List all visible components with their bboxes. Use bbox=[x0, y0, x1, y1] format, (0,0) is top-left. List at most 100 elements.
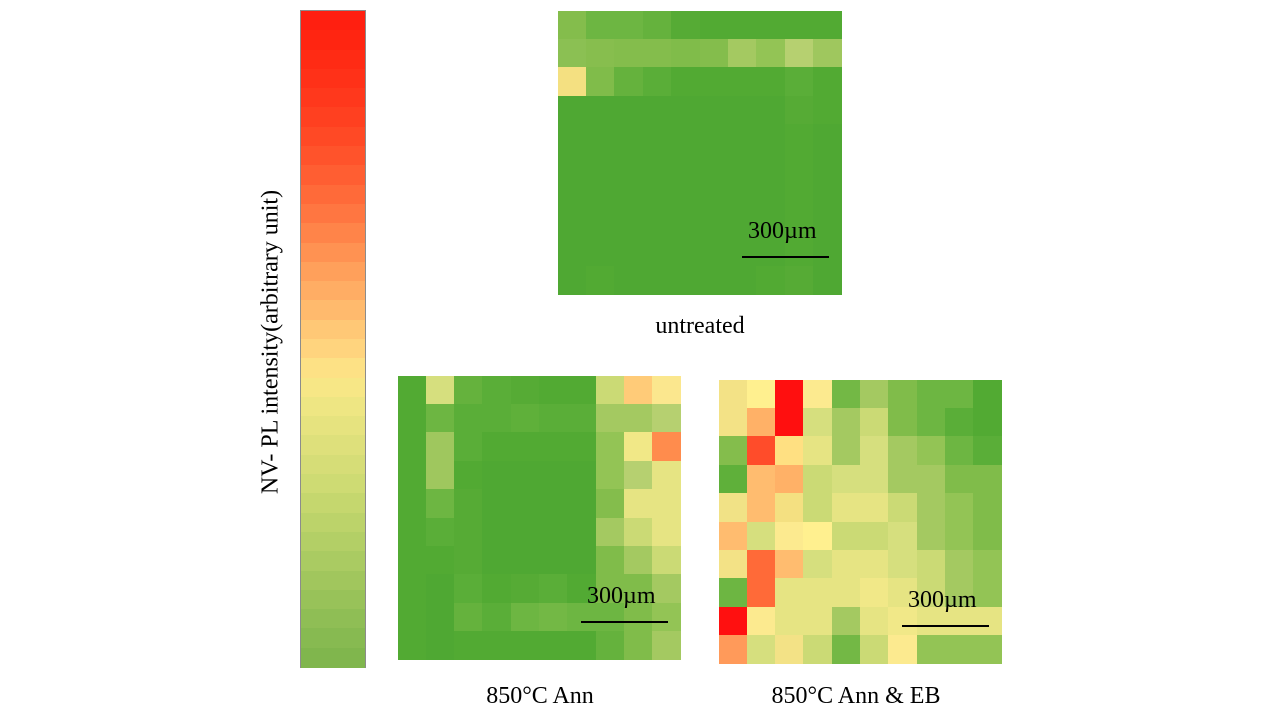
heatmap-cell bbox=[785, 209, 813, 238]
scale-bar-850c-ann-eb: 300µm bbox=[902, 587, 990, 629]
heatmap-cell bbox=[482, 574, 511, 603]
heatmap-cell bbox=[803, 380, 832, 408]
heatmap-cell bbox=[719, 635, 747, 664]
heatmap-cell bbox=[888, 550, 917, 578]
heatmap-cell bbox=[652, 574, 681, 603]
heatmap-cell bbox=[596, 631, 624, 660]
heatmap-cell bbox=[454, 489, 482, 518]
heatmap-cell bbox=[539, 404, 567, 432]
heatmap-cell bbox=[945, 465, 973, 493]
heatmap-cell bbox=[803, 550, 832, 578]
scale-bar-line bbox=[742, 256, 829, 258]
heatmap-cell bbox=[671, 266, 700, 295]
heatmap-cell bbox=[558, 11, 586, 39]
heatmap-cell bbox=[785, 153, 813, 181]
heatmap-cell bbox=[832, 493, 860, 522]
heatmap-cell bbox=[539, 376, 567, 404]
heatmap-cell bbox=[398, 461, 426, 489]
heatmap-cell bbox=[747, 436, 775, 465]
heatmap-cell bbox=[888, 522, 917, 550]
heatmap-cell bbox=[671, 96, 700, 124]
scale-bar-850c-ann: 300µm bbox=[581, 583, 669, 625]
heatmap-cell bbox=[511, 518, 539, 546]
heatmap-cell bbox=[652, 603, 681, 631]
heatmap-cell bbox=[511, 376, 539, 404]
colorbar-segment bbox=[301, 126, 365, 148]
heatmap-cell bbox=[973, 465, 1002, 493]
heatmap-cell bbox=[624, 404, 652, 432]
heatmap-cell bbox=[813, 238, 842, 266]
heatmap-cell bbox=[671, 238, 700, 266]
colorbar-segment bbox=[301, 165, 365, 186]
heatmap-cell bbox=[728, 153, 756, 181]
scale-bar-untreated: 300µm bbox=[742, 218, 830, 260]
colorbar-segment bbox=[301, 107, 365, 129]
heatmap-cell bbox=[700, 124, 728, 153]
heatmap-cell bbox=[539, 518, 567, 546]
heatmap-cell bbox=[803, 635, 832, 664]
colorbar-segment bbox=[301, 223, 365, 244]
heatmap-cell bbox=[860, 578, 888, 607]
heatmap-cell bbox=[567, 518, 596, 546]
heatmap-cell bbox=[558, 39, 586, 67]
colorbar-segment bbox=[301, 358, 365, 379]
heatmap-cell bbox=[860, 493, 888, 522]
heatmap-cell bbox=[567, 631, 596, 660]
heatmap-cell bbox=[813, 39, 842, 67]
heatmap-cell bbox=[558, 96, 586, 124]
heatmap-cell bbox=[775, 380, 803, 408]
heatmap-cell bbox=[756, 266, 785, 295]
heatmap-cell bbox=[775, 578, 803, 607]
heatmap-cell bbox=[482, 603, 511, 631]
heatmap-cell bbox=[426, 546, 454, 574]
heatmap-cell bbox=[596, 376, 624, 404]
heatmap-cell bbox=[454, 376, 482, 404]
heatmap-cell bbox=[652, 404, 681, 432]
heatmap-cell bbox=[398, 432, 426, 461]
heatmap-cell bbox=[454, 461, 482, 489]
heatmap-cell bbox=[454, 432, 482, 461]
heatmap-cell bbox=[539, 546, 567, 574]
heatmap-cell bbox=[860, 607, 888, 635]
colorbar-segment bbox=[301, 628, 365, 649]
heatmap-cell bbox=[917, 522, 945, 550]
heatmap-cell bbox=[624, 546, 652, 574]
heatmap-cell bbox=[813, 153, 842, 181]
heatmap-cell bbox=[482, 461, 511, 489]
heatmap-cell bbox=[671, 67, 700, 96]
heatmap-cell bbox=[426, 489, 454, 518]
heatmap-cell bbox=[671, 11, 700, 39]
heatmap-cell bbox=[596, 574, 624, 603]
heatmap-cell bbox=[700, 209, 728, 238]
heatmap-cell bbox=[398, 546, 426, 574]
heatmap-cell bbox=[482, 631, 511, 660]
heatmap-cell bbox=[426, 631, 454, 660]
heatmap-cell bbox=[558, 238, 586, 266]
heatmap-cell bbox=[832, 522, 860, 550]
heatmap-cell bbox=[652, 546, 681, 574]
heatmap-cell bbox=[917, 635, 945, 664]
heatmap-cell bbox=[860, 408, 888, 436]
heatmap-cell bbox=[643, 153, 671, 181]
heatmap-cell bbox=[511, 489, 539, 518]
colorbar-segment bbox=[301, 49, 365, 71]
heatmap-cell bbox=[398, 518, 426, 546]
heatmap-cell bbox=[482, 376, 511, 404]
heatmap-cell bbox=[398, 376, 426, 404]
heatmap-cell bbox=[756, 209, 785, 238]
heatmap-cell bbox=[539, 631, 567, 660]
colorbar-segment bbox=[301, 493, 365, 514]
heatmap-cell bbox=[813, 11, 842, 39]
heatmap-cell bbox=[700, 181, 728, 209]
heatmap-cell bbox=[700, 11, 728, 39]
heatmap-cell bbox=[614, 124, 643, 153]
heatmap-cell bbox=[803, 522, 832, 550]
heatmap-cell bbox=[945, 578, 973, 607]
heatmap-cell bbox=[785, 181, 813, 209]
heatmap-cell bbox=[671, 153, 700, 181]
heatmap-cell bbox=[511, 631, 539, 660]
heatmap-850c-ann-eb bbox=[719, 380, 1002, 664]
heatmap-cell bbox=[728, 11, 756, 39]
heatmap-cell bbox=[671, 124, 700, 153]
colorbar-segment bbox=[301, 531, 365, 553]
